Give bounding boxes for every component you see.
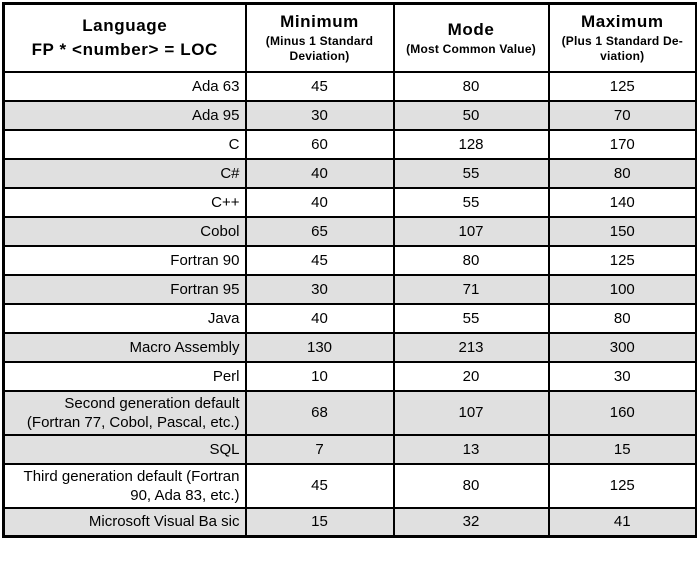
minimum-cell: 30 xyxy=(244,99,395,131)
column-header-minimum-subtitle: (Minus 1 Standard Deviation) xyxy=(265,34,374,64)
table-row: Ada 95 30 50 70 xyxy=(2,99,697,131)
table-row: Fortran 90 45 80 125 xyxy=(2,244,697,276)
maximum-cell: 125 xyxy=(547,462,697,509)
table-row: Ada 63 45 80 125 xyxy=(2,70,697,102)
table-row: C++ 40 55 140 xyxy=(2,186,697,218)
maximum-cell: 160 xyxy=(547,389,697,436)
mode-cell: 20 xyxy=(392,360,550,392)
maximum-cell: 140 xyxy=(547,186,697,218)
table-row: Cobol 65 107 150 xyxy=(2,215,697,247)
minimum-cell: 15 xyxy=(244,506,395,538)
column-header-language-subtitle: FP * <number> = LOC xyxy=(31,39,218,59)
maximum-cell: 70 xyxy=(547,99,697,131)
mode-cell: 71 xyxy=(392,273,550,305)
minimum-cell: 40 xyxy=(244,157,395,189)
column-header-minimum: Minimum (Minus 1 Standard Deviation) xyxy=(244,2,395,73)
mode-cell: 80 xyxy=(392,462,550,509)
maximum-cell: 125 xyxy=(547,70,697,102)
mode-cell: 55 xyxy=(392,302,550,334)
language-cell: C xyxy=(2,128,247,160)
table-row: Microsoft Visual Ba sic 15 32 41 xyxy=(2,506,697,538)
column-header-mode-subtitle: (Most Common Value) xyxy=(406,41,536,56)
language-cell: Fortran 90 xyxy=(2,244,247,276)
table-row: SQL 7 13 15 xyxy=(2,433,697,465)
column-header-minimum-title: Minimum xyxy=(280,12,359,32)
table-row: Fortran 95 30 71 100 xyxy=(2,273,697,305)
maximum-cell: 15 xyxy=(547,433,697,465)
column-header-language-title: Language xyxy=(82,15,168,35)
minimum-cell: 45 xyxy=(244,462,395,509)
column-header-mode: Mode (Most Common Value) xyxy=(392,2,550,73)
column-header-maximum: Maximum (Plus 1 Standard De-viation) xyxy=(547,2,697,73)
language-cell: C# xyxy=(2,157,247,189)
mode-cell: 55 xyxy=(392,186,550,218)
mode-cell: 13 xyxy=(392,433,550,465)
minimum-cell: 40 xyxy=(244,302,395,334)
table-body: Ada 63 45 80 125 Ada 95 30 50 70 C 60 12… xyxy=(2,70,697,538)
mode-cell: 50 xyxy=(392,99,550,131)
minimum-cell: 40 xyxy=(244,186,395,218)
column-header-maximum-title: Maximum xyxy=(580,12,664,32)
language-cell: Macro Assembly xyxy=(2,331,247,363)
fp-to-loc-table: Language FP * <number> = LOC Minimum (Mi… xyxy=(2,2,697,538)
maximum-cell: 170 xyxy=(547,128,697,160)
minimum-cell: 65 xyxy=(244,215,395,247)
mode-cell: 107 xyxy=(392,389,550,436)
table-row: Second generation default (Fortran 77, C… xyxy=(2,389,697,436)
language-cell: Third generation default (Fortran 90, Ad… xyxy=(2,462,247,509)
column-header-maximum-subtitle: (Plus 1 Standard De-viation) xyxy=(561,34,683,64)
mode-cell: 55 xyxy=(392,157,550,189)
maximum-cell: 150 xyxy=(547,215,697,247)
maximum-cell: 100 xyxy=(547,273,697,305)
column-header-mode-title: Mode xyxy=(447,19,495,39)
maximum-cell: 80 xyxy=(547,302,697,334)
language-cell: Ada 95 xyxy=(2,99,247,131)
maximum-cell: 300 xyxy=(547,331,697,363)
maximum-cell: 80 xyxy=(547,157,697,189)
mode-cell: 80 xyxy=(392,244,550,276)
minimum-cell: 68 xyxy=(244,389,395,436)
language-cell: Fortran 95 xyxy=(2,273,247,305)
maximum-cell: 30 xyxy=(547,360,697,392)
table-row: C# 40 55 80 xyxy=(2,157,697,189)
language-cell: Second generation default (Fortran 77, C… xyxy=(2,389,247,436)
table-row: Third generation default (Fortran 90, Ad… xyxy=(2,462,697,509)
language-cell: Cobol xyxy=(2,215,247,247)
language-cell: Microsoft Visual Ba sic xyxy=(2,506,247,538)
header-row: Language FP * <number> = LOC Minimum (Mi… xyxy=(2,2,697,73)
minimum-cell: 60 xyxy=(244,128,395,160)
minimum-cell: 30 xyxy=(244,273,395,305)
column-header-language: Language FP * <number> = LOC xyxy=(2,2,247,73)
mode-cell: 128 xyxy=(392,128,550,160)
language-cell: Java xyxy=(2,302,247,334)
table-row: Java 40 55 80 xyxy=(2,302,697,334)
maximum-cell: 41 xyxy=(547,506,697,538)
language-cell: SQL xyxy=(2,433,247,465)
mode-cell: 80 xyxy=(392,70,550,102)
language-cell: C++ xyxy=(2,186,247,218)
minimum-cell: 45 xyxy=(244,70,395,102)
mode-cell: 213 xyxy=(392,331,550,363)
mode-cell: 107 xyxy=(392,215,550,247)
language-cell: Ada 63 xyxy=(2,70,247,102)
minimum-cell: 10 xyxy=(244,360,395,392)
minimum-cell: 130 xyxy=(244,331,395,363)
table-row: Perl 10 20 30 xyxy=(2,360,697,392)
mode-cell: 32 xyxy=(392,506,550,538)
minimum-cell: 7 xyxy=(244,433,395,465)
maximum-cell: 125 xyxy=(547,244,697,276)
table-row: C 60 128 170 xyxy=(2,128,697,160)
table-row: Macro Assembly 130 213 300 xyxy=(2,331,697,363)
minimum-cell: 45 xyxy=(244,244,395,276)
table-header: Language FP * <number> = LOC Minimum (Mi… xyxy=(2,2,697,73)
language-cell: Perl xyxy=(2,360,247,392)
